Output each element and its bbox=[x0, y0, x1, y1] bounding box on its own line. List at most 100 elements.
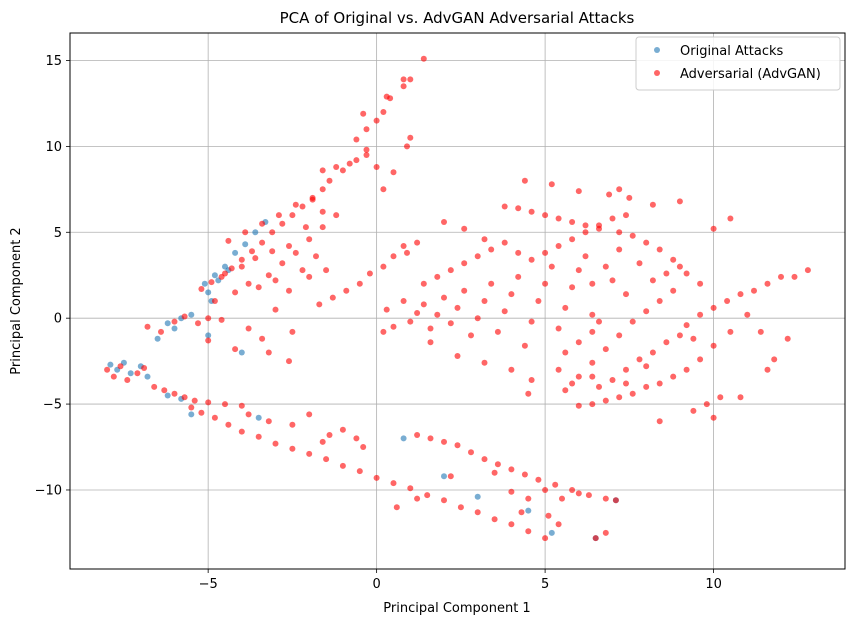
adversarial-point bbox=[494, 328, 501, 335]
adversarial-point bbox=[161, 387, 168, 394]
adversarial-point bbox=[535, 476, 542, 483]
adversarial-point bbox=[373, 474, 380, 481]
adversarial-point bbox=[343, 287, 350, 294]
original-attack-point bbox=[474, 493, 481, 500]
adversarial-point bbox=[249, 248, 255, 255]
adversarial-point bbox=[643, 239, 650, 246]
adversarial-point bbox=[663, 339, 670, 346]
adversarial-point bbox=[575, 402, 582, 409]
adversarial-point bbox=[636, 356, 643, 363]
x-axis-label: Principal Component 1 bbox=[383, 601, 530, 616]
original-attack-point bbox=[188, 411, 195, 418]
adversarial-point bbox=[211, 414, 218, 421]
adversarial-point bbox=[198, 409, 205, 416]
adversarial-point bbox=[269, 229, 276, 236]
adversarial-point bbox=[589, 328, 596, 335]
adversarial-point bbox=[339, 462, 346, 469]
adversarial-point bbox=[488, 246, 495, 253]
adversarial-point bbox=[275, 212, 282, 219]
adversarial-point bbox=[727, 328, 734, 335]
adversarial-point bbox=[596, 318, 602, 325]
original-attack-point bbox=[127, 370, 134, 377]
adversarial-point bbox=[690, 407, 697, 414]
series-adversarial bbox=[104, 55, 811, 542]
adversarial-point bbox=[515, 273, 522, 280]
adversarial-point bbox=[751, 287, 757, 294]
adversarial-point bbox=[609, 377, 616, 383]
adversarial-point bbox=[380, 109, 387, 115]
original-attack-point bbox=[171, 325, 178, 332]
adversarial-point bbox=[400, 243, 407, 249]
adversarial-point bbox=[562, 349, 569, 356]
original-attack-point bbox=[242, 241, 249, 248]
adversarial-point bbox=[407, 318, 414, 325]
adversarial-point bbox=[710, 342, 717, 349]
adversarial-point bbox=[424, 492, 431, 499]
adversarial-point bbox=[616, 186, 623, 193]
adversarial-point bbox=[313, 253, 319, 260]
adversarial-point bbox=[616, 394, 623, 401]
adversarial-point bbox=[434, 311, 441, 318]
adversarial-point bbox=[676, 332, 683, 339]
adversarial-point bbox=[420, 301, 427, 308]
axis-ticks: −5 0 5 10 −10 −5 0 5 10 15 bbox=[35, 54, 722, 592]
adversarial-point bbox=[269, 248, 276, 255]
adversarial-point bbox=[629, 390, 636, 397]
adversarial-point bbox=[441, 219, 447, 225]
adversarial-point bbox=[602, 346, 609, 353]
adversarial-point bbox=[589, 311, 596, 318]
adversarial-point bbox=[525, 390, 532, 397]
adversarial-point bbox=[390, 480, 397, 487]
adversarial-point bbox=[259, 335, 266, 342]
adversarial-point bbox=[562, 304, 569, 311]
adversarial-point bbox=[764, 280, 771, 287]
adversarial-point bbox=[245, 411, 252, 418]
original-attack-point bbox=[154, 335, 161, 342]
adversarial-point bbox=[400, 298, 407, 304]
original-attack-point bbox=[205, 289, 212, 296]
adversarial-point bbox=[228, 265, 235, 272]
adversarial-point bbox=[245, 325, 252, 332]
adversarial-point bbox=[683, 322, 690, 329]
adversarial-point bbox=[222, 401, 228, 408]
adversarial-point bbox=[643, 363, 650, 370]
adversarial-point bbox=[323, 267, 330, 274]
adversarial-point bbox=[265, 272, 272, 279]
adversarial-point bbox=[124, 377, 131, 383]
adversarial-point bbox=[575, 188, 582, 195]
adversarial-point bbox=[612, 497, 619, 504]
adversarial-point bbox=[683, 366, 690, 373]
adversarial-point bbox=[208, 279, 215, 286]
adversarial-point bbox=[575, 267, 582, 274]
y-tick-label: 5 bbox=[54, 226, 62, 241]
adversarial-point bbox=[447, 267, 454, 274]
adversarial-point bbox=[737, 394, 744, 401]
adversarial-point bbox=[656, 380, 663, 387]
adversarial-point bbox=[407, 76, 414, 83]
adversarial-point bbox=[518, 509, 525, 516]
adversarial-point bbox=[609, 277, 616, 284]
adversarial-point bbox=[454, 353, 461, 359]
adversarial-point bbox=[380, 328, 387, 335]
adversarial-point bbox=[225, 237, 232, 244]
adversarial-point bbox=[582, 222, 589, 229]
adversarial-point bbox=[272, 277, 279, 284]
adversarial-point bbox=[649, 349, 656, 356]
adversarial-point bbox=[420, 55, 427, 62]
original-attack-point bbox=[164, 320, 171, 327]
adversarial-point bbox=[238, 402, 245, 409]
adversarial-point bbox=[481, 456, 488, 463]
adversarial-point bbox=[555, 243, 562, 249]
adversarial-point bbox=[205, 337, 212, 344]
adversarial-point bbox=[501, 239, 508, 246]
adversarial-point bbox=[238, 263, 245, 270]
adversarial-point bbox=[737, 291, 744, 298]
adversarial-point bbox=[181, 313, 188, 320]
adversarial-point bbox=[710, 414, 717, 421]
adversarial-point bbox=[542, 535, 549, 542]
adversarial-point bbox=[521, 342, 528, 349]
adversarial-point bbox=[491, 469, 498, 476]
adversarial-point bbox=[528, 256, 535, 263]
adversarial-point bbox=[592, 535, 599, 542]
adversarial-point bbox=[562, 387, 569, 394]
